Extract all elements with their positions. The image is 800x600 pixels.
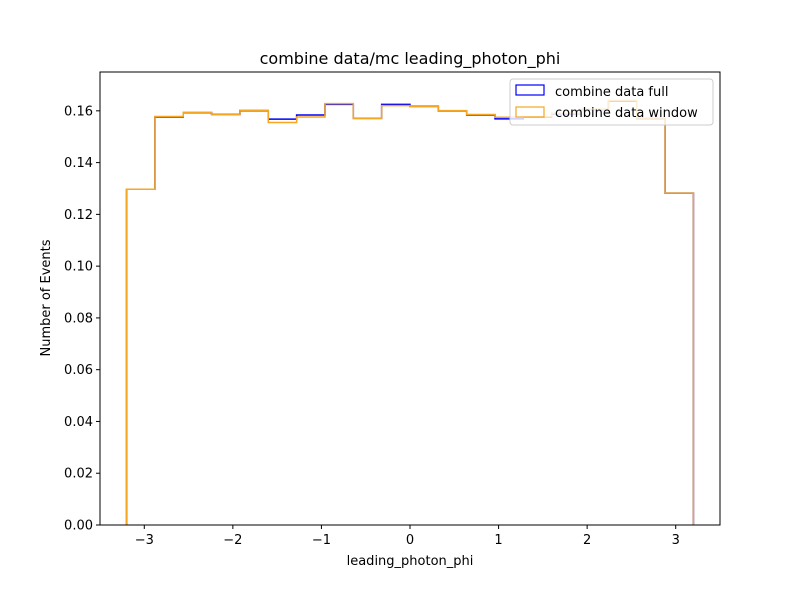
legend-swatch-full [515, 84, 545, 96]
y-tick-label: 0.08 [64, 311, 93, 326]
legend-label-window: combine data window [555, 106, 698, 121]
legend: combine data full combine data window [509, 78, 714, 126]
x-tick-label: 2 [583, 533, 591, 548]
x-tick-label: −3 [135, 533, 154, 548]
y-tick-label: 0.04 [64, 415, 93, 430]
legend-box [509, 78, 714, 126]
x-tick-label: 1 [494, 533, 502, 548]
y-tick-label: 0.00 [64, 519, 93, 534]
x-tick-label: 0 [406, 533, 414, 548]
legend-label-full: combine data full [555, 85, 668, 100]
y-tick-label: 0.14 [64, 156, 93, 171]
y-tick-label: 0.12 [64, 208, 93, 223]
y-tick-label: 0.06 [64, 363, 93, 378]
y-tick-label: 0.02 [64, 467, 93, 482]
y-tick-label: 0.10 [64, 260, 93, 275]
x-tick-label: −1 [312, 533, 331, 548]
x-tick-label: −2 [223, 533, 242, 548]
y-axis-label: Number of Events [39, 239, 54, 356]
axis-ticks: −3 −2 −1 0 1 2 3 0.00 0.02 0.04 0.06 0.08 0.10 0.12 0.… [64, 104, 680, 548]
x-axis-label: leading_photon_phi [347, 554, 474, 569]
x-tick-label: 3 [672, 533, 680, 548]
chart-title: combine data/mc leading_photon_phi [260, 49, 561, 69]
legend-swatch-window [515, 106, 545, 118]
y-tick-label: 0.16 [64, 104, 93, 119]
